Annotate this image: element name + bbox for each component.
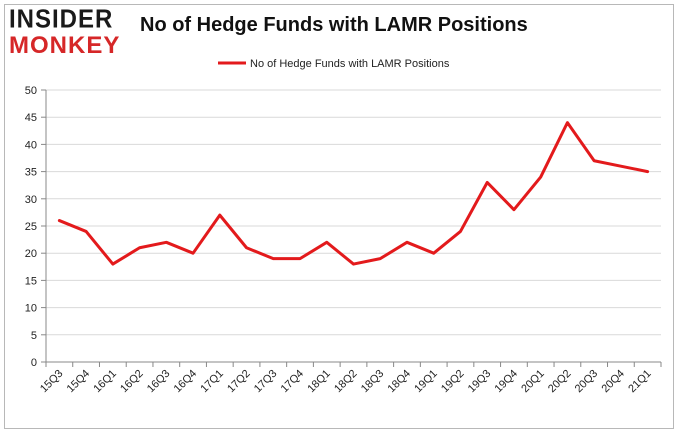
- data-point: [512, 208, 516, 211]
- logo-line-insider: INSIDER: [9, 4, 114, 35]
- y-tick-label: 15: [25, 275, 37, 287]
- chart-frame: [4, 4, 674, 429]
- y-tick-label: 20: [25, 248, 37, 260]
- x-tick-label: 19Q3: [466, 368, 494, 396]
- series-line: [57, 121, 650, 266]
- y-tick-labels: 0 5 10 15 20 25 30 35 40 45 50: [25, 85, 37, 369]
- x-tick-label: 18Q4: [386, 368, 414, 396]
- x-tick-label: 17Q3: [252, 368, 280, 396]
- data-point: [138, 246, 141, 249]
- data-point: [566, 121, 569, 124]
- data-point: [485, 181, 489, 184]
- x-tick-label: 20Q1: [519, 368, 547, 396]
- x-tick-label: 19Q4: [493, 368, 521, 396]
- data-point: [646, 170, 649, 173]
- x-tick-label: 20Q3: [573, 368, 601, 396]
- x-tick-label: 19Q1: [412, 368, 440, 396]
- legend: No of Hedge Funds with LAMR Positions: [218, 58, 450, 70]
- x-tick-label: 15Q4: [65, 368, 93, 396]
- x-tick-label: 21Q1: [626, 368, 654, 396]
- x-tick-label: 19Q2: [439, 368, 467, 396]
- gridlines: [41, 89, 661, 363]
- x-tick-label: 20Q2: [546, 368, 574, 396]
- x-tick-label: 17Q2: [225, 368, 253, 396]
- y-tick-label: 0: [31, 357, 37, 369]
- data-point: [352, 262, 355, 266]
- y-tick-label: 40: [25, 139, 37, 151]
- legend-label: No of Hedge Funds with LAMR Positions: [250, 58, 450, 70]
- data-point: [58, 219, 61, 222]
- logo-line-monkey: MONKEY: [9, 32, 121, 59]
- x-tick-label: 16Q4: [172, 368, 200, 396]
- y-tick-label: 25: [25, 221, 37, 233]
- y-tick-label: 10: [25, 303, 37, 315]
- data-point: [432, 252, 435, 255]
- y-tick-label: 45: [25, 112, 37, 124]
- x-tick-label: 18Q2: [332, 368, 360, 396]
- data-point: [539, 175, 542, 179]
- x-tick-label: 16Q3: [145, 368, 173, 396]
- y-tick-label: 50: [25, 85, 37, 97]
- data-point: [379, 257, 382, 260]
- data-point: [111, 262, 115, 266]
- data-point: [298, 257, 302, 260]
- data-point: [405, 241, 409, 244]
- data-point: [84, 230, 88, 233]
- x-tick-labels: 15Q3 15Q4 16Q1 16Q2 16Q3 16Q4 17Q1 17Q2 17Q3 17Q4…: [38, 368, 654, 396]
- data-point: [325, 241, 328, 244]
- data-point: [592, 159, 596, 162]
- x-tick-label: 17Q4: [279, 368, 307, 396]
- data-point: [191, 252, 195, 255]
- y-tick-label: 30: [25, 194, 37, 206]
- data-point: [619, 164, 623, 168]
- x-tick-label: 18Q1: [305, 368, 333, 396]
- data-point: [165, 241, 168, 244]
- x-tick-label: 16Q2: [118, 368, 146, 396]
- axes: [45, 90, 662, 367]
- data-point: [245, 246, 248, 249]
- chart-title: No of Hedge Funds with LAMR Positions: [140, 14, 528, 36]
- series-group: [57, 121, 650, 266]
- data-point: [272, 257, 275, 260]
- y-tick-label: 35: [25, 167, 37, 179]
- data-point: [218, 213, 222, 217]
- data-point: [459, 230, 462, 233]
- x-tick-label: 16Q1: [91, 368, 119, 396]
- x-tick-label: 15Q3: [38, 368, 66, 396]
- insider-monkey-logo: INSIDER MONKEY: [9, 4, 129, 59]
- x-tick-label: 18Q3: [359, 368, 387, 396]
- x-tick-label: 20Q4: [599, 368, 627, 396]
- y-tick-label: 5: [31, 330, 37, 342]
- x-tick-label: 17Q1: [198, 368, 226, 396]
